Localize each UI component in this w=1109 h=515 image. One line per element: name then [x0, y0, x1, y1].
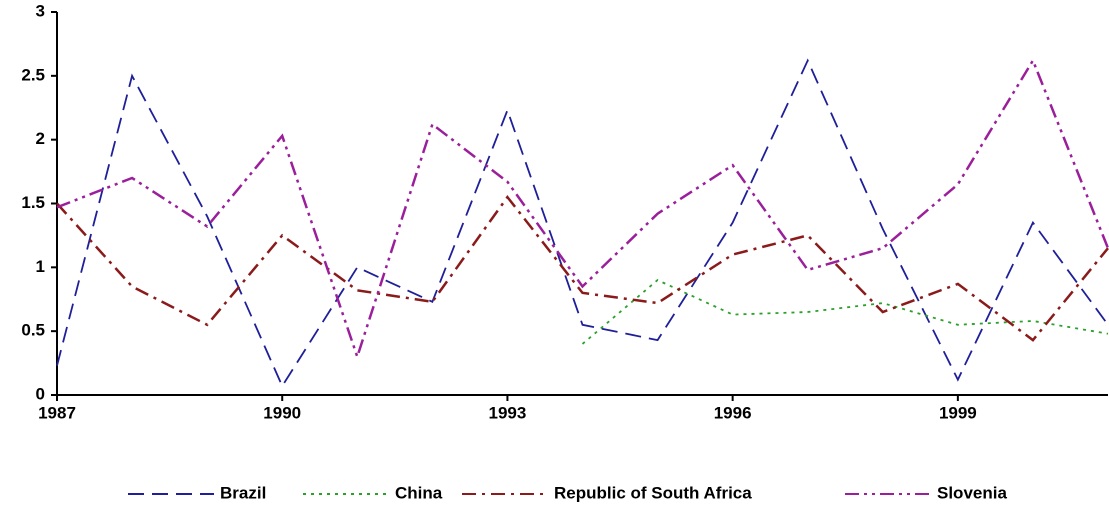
legend-label: Slovenia: [937, 483, 1007, 502]
series-line: [56, 57, 1109, 361]
x-tick-label: 1999: [939, 403, 977, 422]
legend-label: China: [395, 483, 443, 502]
y-tick-label: 2: [36, 129, 45, 148]
x-tick-label: 1996: [714, 403, 752, 422]
x-tick-label: 1987: [38, 403, 76, 422]
y-tick-label: 0: [36, 384, 45, 403]
series-line: [56, 195, 1109, 342]
series-line: [581, 279, 1109, 345]
series-line: [56, 58, 1109, 388]
y-tick-label: 0.5: [21, 321, 45, 340]
x-tick-label: 1990: [263, 403, 301, 422]
y-tick-label: 1.5: [21, 193, 45, 212]
y-tick-label: 2.5: [21, 65, 45, 84]
legend-label: Republic of South Africa: [554, 483, 752, 502]
legend-label: Brazil: [220, 483, 266, 502]
y-tick-label: 1: [36, 257, 45, 276]
y-tick-label: 3: [36, 1, 45, 20]
x-tick-label: 1993: [489, 403, 527, 422]
